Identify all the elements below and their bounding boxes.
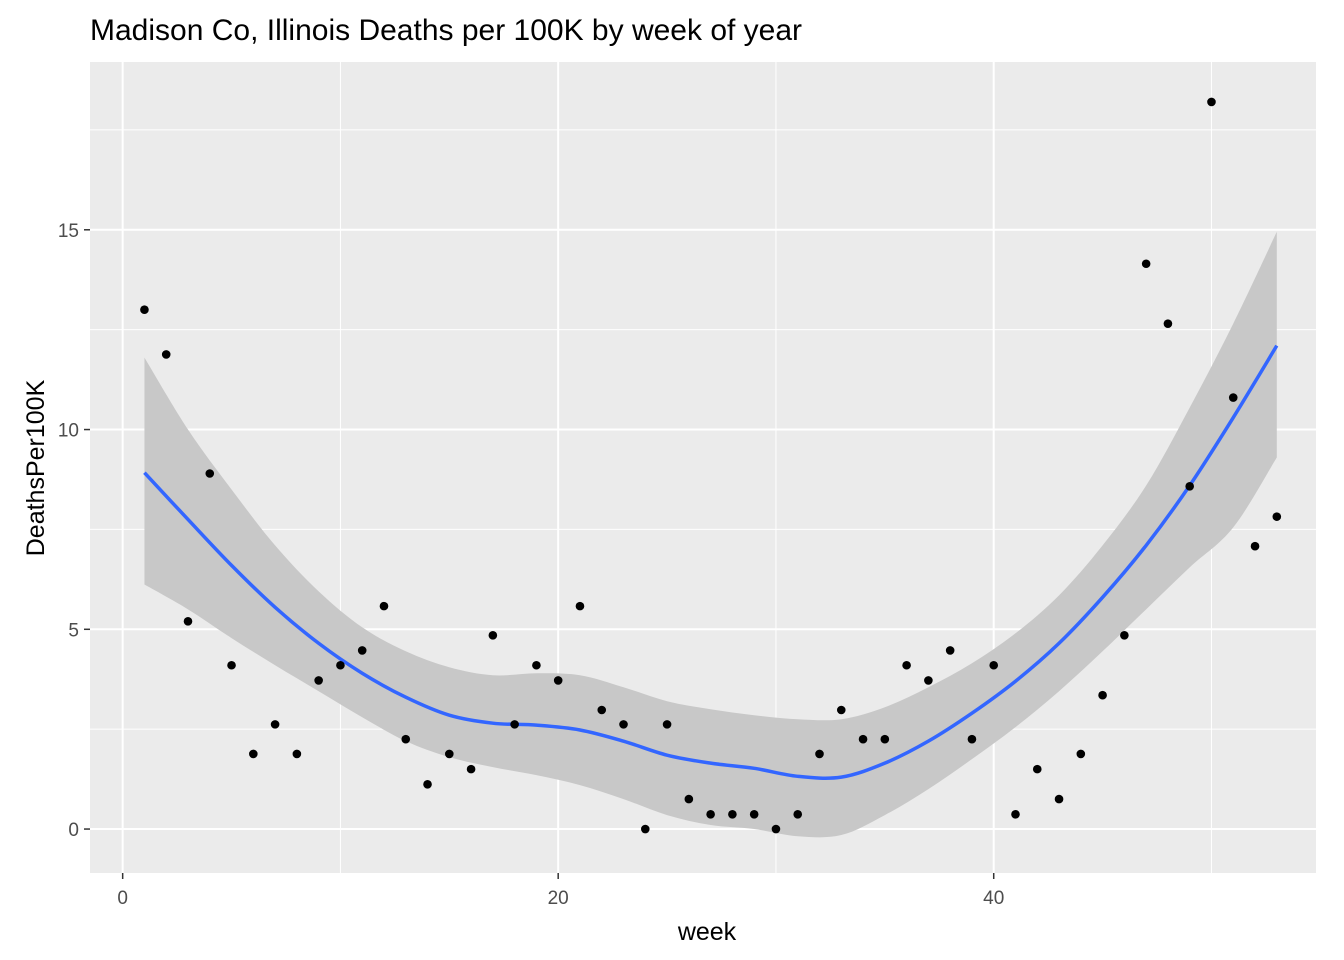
data-point [445, 749, 454, 759]
data-point [597, 705, 607, 715]
data-point [401, 734, 411, 744]
data-point [1076, 749, 1086, 759]
data-point [858, 734, 868, 744]
data-point [1098, 690, 1107, 700]
data-point [553, 676, 563, 685]
data-point [466, 764, 476, 774]
data-point [161, 350, 171, 359]
smooth-trend-line [143, 344, 1279, 780]
data-point [902, 660, 911, 670]
y-tick-label: 15 [58, 221, 79, 242]
data-point [1185, 481, 1194, 491]
confidence-ribbon [144, 231, 1277, 838]
x-tick-label: 20 [548, 888, 569, 909]
x-tick-label: 40 [983, 888, 1004, 909]
data-point [183, 617, 193, 626]
data-point [749, 809, 759, 819]
data-point [510, 720, 519, 729]
data-point [880, 734, 890, 744]
data-point [1011, 809, 1020, 819]
data-point [924, 676, 933, 685]
data-point [1163, 319, 1173, 328]
data-point [684, 794, 694, 804]
data-point [1120, 630, 1129, 640]
data-point [575, 601, 585, 611]
data-point [1054, 794, 1064, 804]
data-point [815, 749, 824, 759]
data-point [836, 705, 846, 715]
data-point [1228, 393, 1238, 402]
data-point [640, 824, 650, 834]
y-tick-label: 0 [68, 820, 79, 841]
data-point [379, 601, 389, 611]
x-axis: 0 20 40 [117, 873, 1004, 909]
y-axis-title: DeathsPer100K [22, 379, 50, 556]
data-point [728, 809, 737, 819]
data-point [1250, 541, 1260, 551]
data-point [1272, 512, 1282, 521]
data-point [967, 734, 977, 744]
chart-title: Madison Co, Illinois Deaths per 100K by … [90, 14, 802, 47]
data-point [1032, 764, 1042, 774]
data-point [205, 469, 215, 478]
data-point [249, 749, 258, 759]
data-point [945, 646, 955, 655]
data-point [488, 630, 498, 640]
data-point [793, 809, 803, 819]
data-point [1207, 97, 1216, 107]
y-tick-label: 10 [58, 421, 79, 442]
data-point [619, 720, 628, 729]
data-point [270, 720, 280, 729]
data-points [140, 97, 1282, 834]
data-point [771, 824, 781, 834]
y-axis: 0 5 10 15 [58, 221, 90, 841]
data-point [140, 305, 149, 314]
y-tick-label: 5 [68, 620, 79, 641]
x-tick-label: 0 [117, 888, 128, 909]
data-point [292, 749, 302, 759]
x-axis-title: week [677, 918, 737, 946]
data-point [423, 780, 432, 789]
data-point [1141, 259, 1151, 269]
data-point [314, 676, 323, 685]
data-point [662, 720, 672, 729]
data-point [706, 809, 715, 819]
data-point [989, 660, 999, 670]
data-point [336, 660, 345, 670]
data-point [227, 660, 236, 670]
data-point [357, 646, 367, 655]
data-point [532, 660, 541, 670]
